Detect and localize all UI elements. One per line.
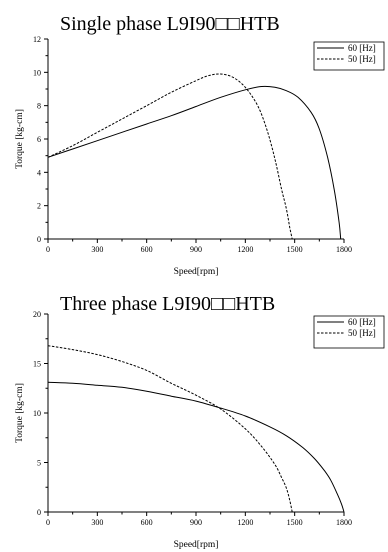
legend: 60 [Hz]50 [Hz] — [313, 315, 385, 349]
y-tick-label: 4 — [37, 168, 41, 177]
y-tick-label: 15 — [33, 360, 41, 369]
x-tick-label: 1500 — [287, 518, 303, 527]
series-line-60hz — [47, 381, 345, 513]
y-tick-label: 10 — [33, 68, 41, 77]
y-axis-label: Torque [kg-cm] — [15, 109, 25, 169]
x-tick-label: 300 — [91, 245, 103, 254]
x-tick-label: 1200 — [237, 245, 253, 254]
y-tick-label: 2 — [37, 202, 41, 211]
series-line-50hz — [47, 345, 293, 513]
x-tick-label: 0 — [46, 245, 50, 254]
chart-title: Single phase L9I90□□HTB — [60, 13, 280, 35]
x-tick-label: 900 — [190, 518, 202, 527]
x-tick-label: 1500 — [287, 245, 303, 254]
chart-bottom: Three phase L9I90□□HTB 0 300 600 900 1200 1500… — [15, 293, 385, 550]
legend-label: 50 [Hz] — [348, 54, 376, 64]
series-line-50hz — [47, 73, 293, 240]
legend-label: 60 [Hz] — [348, 317, 376, 327]
y-tick-label: 8 — [37, 102, 41, 111]
legend-box — [313, 41, 385, 71]
series-line-60hz — [47, 85, 342, 240]
x-axis-label: Speed[rpm] — [174, 267, 219, 277]
chart-top: Single phase L9I90□□HTB 0 300 600 900 1200 150… — [15, 13, 385, 277]
x-axis-label: Speed[rpm] — [174, 540, 219, 550]
chart-title: Three phase L9I90□□HTB — [60, 293, 275, 315]
y-tick-label: 20 — [33, 310, 41, 319]
legend-label: 60 [Hz] — [348, 43, 376, 53]
x-tick-label: 1800 — [336, 245, 352, 254]
x-tick-label: 1800 — [336, 518, 352, 527]
legend-label: 50 [Hz] — [348, 328, 376, 338]
x-tick-label: 600 — [141, 245, 153, 254]
y-tick-label: 5 — [37, 459, 41, 468]
y-tick-label: 12 — [33, 35, 41, 44]
y-tick-label: 0 — [37, 508, 41, 517]
x-tick-label: 600 — [141, 518, 153, 527]
y-axis-label: Torque [kg-cm] — [15, 383, 25, 443]
x-tick-label: 900 — [190, 245, 202, 254]
x-tick-label: 1200 — [237, 518, 253, 527]
x-tick-label: 0 — [46, 518, 50, 527]
y-tick-label: 0 — [37, 235, 41, 244]
legend: 60 [Hz]50 [Hz] — [313, 41, 385, 71]
legend-box — [313, 315, 385, 349]
y-tick-label: 6 — [37, 135, 41, 144]
y-tick-label: 10 — [33, 409, 41, 418]
x-tick-label: 300 — [91, 518, 103, 527]
